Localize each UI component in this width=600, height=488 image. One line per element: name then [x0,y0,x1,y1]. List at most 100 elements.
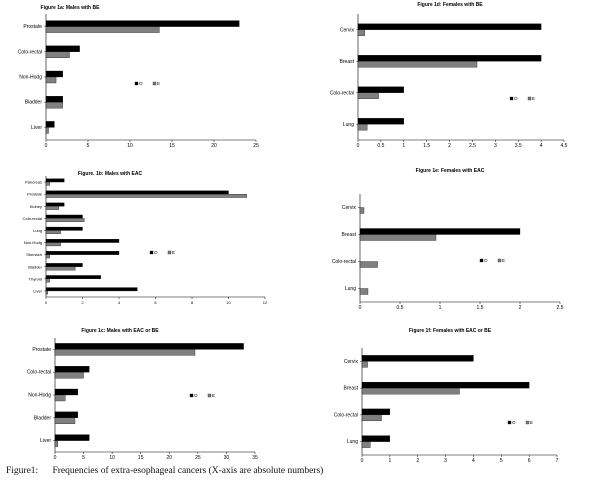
bar-observed [359,228,521,235]
category-label: Cervix [344,359,359,365]
category-label: Non-Hodg [24,240,42,245]
bar-expected [45,181,50,186]
bar-observed [361,355,474,362]
x-tick-label: 10 [109,455,115,461]
bar-expected [361,414,382,422]
bar-observed [45,275,101,279]
x-tick-label: 5 [82,455,85,461]
chart-title: Figure 1d: Females with BE [417,2,483,8]
legend-swatch [207,393,212,398]
x-tick-label: 7 [556,458,559,464]
x-tick-label: 0.5 [397,305,404,311]
category-label: Colo-rectal [330,90,354,96]
legend-swatch [525,420,530,425]
legend-label: O [139,81,143,86]
chart-figure-1a: Figure 1a: Males with BE 0 5 10 15 20 25 Prosta… [0,0,300,160]
category-label: Kidney [30,204,42,209]
bar-expected [45,254,50,259]
chart-title: Figure 1a: Males with BE [41,5,101,11]
x-tick-label: 2 [416,458,419,464]
legend-label: E [530,420,533,425]
bar-expected [45,206,59,210]
legend-swatch [479,258,484,263]
x-tick-label: 1.5 [477,305,484,311]
category-label: Lung [345,286,356,292]
x-tick-label: 3 [494,143,497,149]
x-tick-label: 20 [211,143,217,149]
legend-label: E [157,81,160,86]
x-tick-label: 6 [154,300,157,305]
bar-expected [45,51,70,58]
bar-expected [45,127,49,134]
x-tick-label: 0 [45,300,48,305]
legend-swatch [167,250,172,255]
x-tick-label: 0 [357,143,360,149]
legend-label: O [512,420,516,425]
legend-swatch [497,258,502,263]
x-tick-label: 4 [118,300,121,305]
category-label: Bladder [25,100,43,106]
bar-observed [45,45,80,52]
chart-svg: Figure 1c: Males with EAC or BE 0 5 10 15 20 2… [27,328,258,461]
category-label: Breast [340,59,355,65]
bar-observed [54,434,90,441]
bar-expected [45,218,85,222]
x-tick-label: 0 [54,455,57,461]
bar-expected [357,124,368,131]
x-tick-label: 35 [252,455,258,461]
bar-expected [357,29,366,36]
chart-svg: Figure 1e: Females with EAC 0 0.5 1 1.5 2 2.5 C… [332,168,564,311]
category-label: Breast [344,386,359,392]
x-tick-label: 5 [87,143,90,149]
x-tick-label: 30 [224,455,230,461]
category-label: Liver [33,288,42,293]
bar-expected [45,278,50,283]
legend-swatch [189,393,194,398]
legend-label: E [502,258,505,263]
bar-expected [359,261,378,268]
x-tick-label: 1 [439,305,442,311]
category-label: Colo-rectal [334,412,358,418]
bar-observed [357,55,542,62]
category-label: Non-Hodg [28,393,51,399]
bar-expected [45,290,48,295]
x-tick-label: 20 [167,455,173,461]
x-tick-label: 5 [500,458,503,464]
chart-svg: Figure. 1b: Males with EAC 0 2 4 6 8 10 12 Pancr… [23,171,268,305]
legend-swatch [507,420,512,425]
x-tick-label: 10 [127,143,133,149]
category-label: Colo-rectal [18,49,42,55]
category-label: Non-Hodg [19,75,42,81]
chart-title: Figure 1e: Females with EAC [416,168,485,174]
category-label: Prostate [32,347,51,353]
bar-observed [54,366,90,373]
x-tick-label: 1.5 [423,143,430,149]
chart-svg: Figure 1f: Females with EAC or BE 0 1 2 3 4 5 6… [334,328,559,464]
chart-title: Figure. 1b: Males with EAC [78,171,143,177]
bar-observed [45,202,65,207]
bar-observed [45,96,63,103]
bar-observed [361,408,391,416]
bar-expected [359,234,437,241]
bar-expected [45,102,63,109]
chart-svg: Figure 1a: Males with BE 0 5 10 15 20 25 Prosta… [18,5,259,149]
category-label: Cervix [342,205,357,211]
chart-figure-1f: Figure 1f: Females with EAC or BE 0 1 2 3 4 5 6… [300,320,600,465]
bar-expected [45,230,61,234]
category-label: Cervix [340,27,355,33]
bar-expected [54,394,66,402]
x-tick-label: 0.5 [377,143,384,149]
category-label: Pancreas [25,180,42,185]
category-label: Liver [31,125,42,131]
chart-title: Figure 1f: Females with EAC or BE [409,328,492,334]
category-label: Prostate [23,24,42,30]
chart-figure-1e: Figure 1e: Females with EAC 0 0.5 1 1.5 2 2.5 C… [300,162,600,322]
bar-observed [357,86,404,93]
chart-svg: Figure 1d: Females with BE 0 0.5 1 1.5 2 2.5 3 3… [330,2,568,149]
bar-expected [54,372,84,379]
legend-label: O [514,96,518,101]
x-tick-label: 10 [226,300,231,305]
x-tick-label: 0 [45,143,48,149]
